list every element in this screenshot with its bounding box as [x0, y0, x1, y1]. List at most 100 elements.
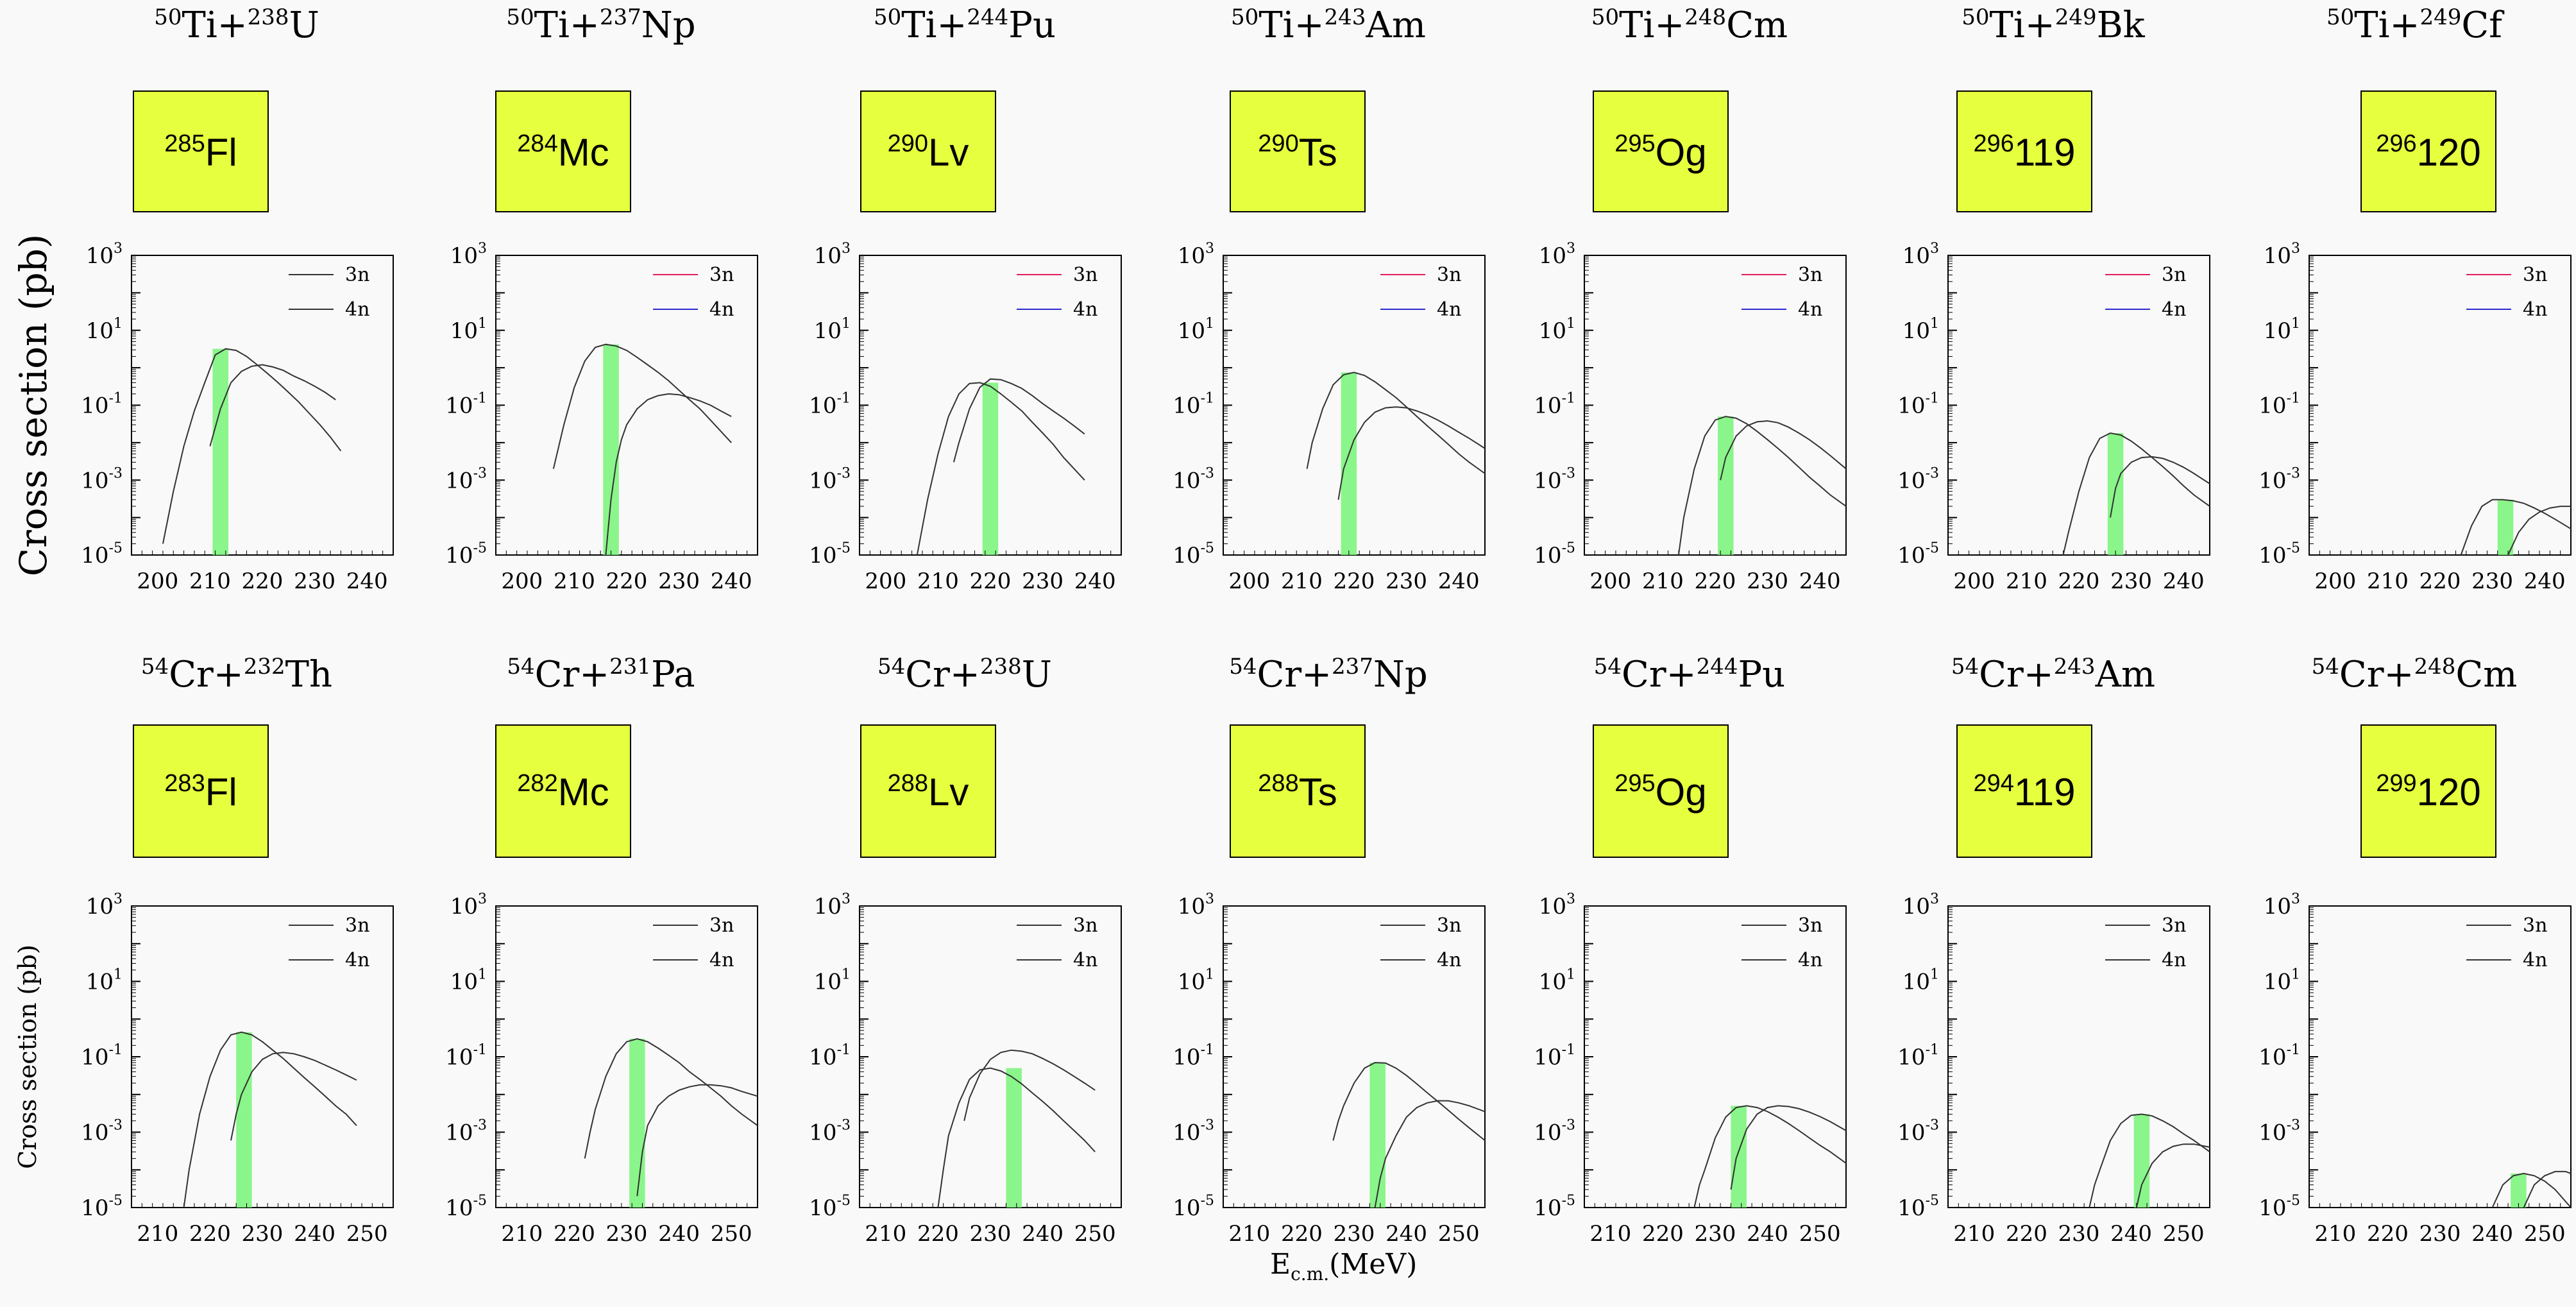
- y-tick-label: 101: [2264, 316, 2300, 344]
- y-tick-base: 10: [1897, 1120, 1925, 1146]
- product-box: [133, 724, 269, 858]
- title-text: Am: [1365, 4, 1426, 46]
- y-tick-label: 103: [2264, 241, 2300, 269]
- y-tick-exp: -1: [1201, 391, 1214, 407]
- series-line-3n: [183, 1031, 357, 1208]
- product-label: 285Fl: [164, 130, 237, 174]
- product-box: [2360, 724, 2496, 858]
- x-tick-label: 220: [2367, 1221, 2409, 1247]
- y-tick-base: 10: [1902, 243, 1930, 269]
- x-tick-label: 220: [2419, 568, 2461, 594]
- legend-label: 4n: [2162, 949, 2186, 971]
- plot-frame: [1947, 255, 2210, 556]
- legend-label: 4n: [345, 949, 369, 971]
- y-tick-label: 10-3: [1173, 465, 1214, 493]
- product-mass: 296: [1973, 130, 2013, 157]
- title-superscript: 249: [2419, 4, 2461, 30]
- title-superscript: 50: [154, 4, 182, 30]
- y-tick-label: 10-1: [445, 1042, 487, 1070]
- y-tick-exp: 1: [1930, 967, 1939, 983]
- x-tick-label: 210: [865, 1221, 906, 1247]
- series-line-4n: [1720, 420, 1847, 481]
- y-tick-label: 103: [86, 891, 123, 919]
- legend-label: 4n: [1437, 949, 1461, 971]
- title-superscript: 54: [1594, 654, 1622, 679]
- title-text: Pu: [1738, 654, 1785, 696]
- y-tick-base: 10: [1173, 543, 1200, 568]
- y-tick-label: 10-1: [1173, 1042, 1214, 1070]
- title-superscript: 231: [609, 654, 651, 679]
- y-tick-exp: -5: [1562, 1193, 1575, 1209]
- legend-label: 4n: [2523, 949, 2547, 971]
- y-tick-base: 10: [809, 393, 836, 419]
- highlight-band: [1341, 372, 1357, 555]
- y-tick-exp: -1: [837, 391, 851, 407]
- y-tick-exp: -5: [2287, 1193, 2300, 1209]
- y-tick-label: 10-5: [1897, 540, 1939, 568]
- legend-label: 4n: [1798, 949, 1822, 971]
- y-tick-base: 10: [86, 318, 114, 344]
- y-tick-exp: -3: [473, 465, 487, 481]
- title-superscript: 238: [248, 4, 289, 30]
- x-tick-label: 220: [189, 1221, 231, 1247]
- y-tick-exp: -1: [2287, 1042, 2300, 1058]
- y-tick-base: 10: [86, 243, 114, 269]
- y-tick-exp: -5: [1926, 540, 1939, 556]
- product-mass: 296: [2376, 130, 2416, 157]
- y-tick-exp: -5: [1201, 1193, 1214, 1209]
- subplot-title: 50Ti+238U: [154, 4, 319, 46]
- x-tick-label: 230: [2471, 568, 2513, 594]
- y-tick-base: 10: [81, 543, 108, 568]
- y-tick-exp: 1: [1566, 967, 1575, 983]
- y-tick-base: 10: [1178, 894, 1205, 919]
- product-mass: 285: [164, 130, 205, 157]
- x-tick-label: 220: [606, 568, 648, 594]
- product-mass: 299: [2376, 770, 2416, 797]
- highlight-band: [1731, 1106, 1747, 1208]
- title-text: Cf: [2461, 4, 2505, 46]
- y-tick-exp: 1: [842, 967, 851, 983]
- title-superscript: 244: [967, 4, 1008, 30]
- y-tick-label: 10-1: [809, 1042, 851, 1070]
- y-tick-label: 10-1: [81, 1042, 123, 1070]
- y-tick-exp: -5: [1926, 1193, 1939, 1209]
- legend-label: 3n: [345, 264, 369, 286]
- subplot-title: 54Cr+232Th: [141, 654, 332, 696]
- y-tick-base: 10: [809, 543, 836, 568]
- y-tick-exp: -5: [837, 1193, 851, 1209]
- y-tick-label: 101: [1178, 967, 1214, 995]
- y-tick-label: 10-5: [2258, 540, 2300, 568]
- product-box: [1593, 90, 1729, 212]
- x-tick-label: 240: [2163, 568, 2205, 594]
- legend-label: 4n: [2523, 298, 2547, 321]
- y-tick-label: 10-1: [2258, 1042, 2300, 1070]
- y-tick-base: 10: [2258, 393, 2286, 419]
- legend-label: 3n: [1798, 264, 1822, 286]
- y-tick-label: 101: [450, 316, 487, 344]
- product-symbol: Mc: [558, 771, 609, 814]
- y-tick-label: 101: [1178, 316, 1214, 344]
- y-tick-base: 10: [450, 970, 478, 995]
- x-tick-label: 250: [2163, 1221, 2205, 1247]
- y-tick-base: 10: [809, 468, 836, 493]
- title-text: Np: [641, 4, 696, 46]
- y-tick-label: 103: [1902, 241, 1939, 269]
- subplot-title: 50Ti+243Am: [1231, 4, 1426, 46]
- legend-label: 3n: [709, 264, 734, 286]
- x-tick-label: 220: [1642, 1221, 1684, 1247]
- x-tick-label: 230: [2058, 1221, 2100, 1247]
- y-tick-base: 10: [445, 1045, 473, 1070]
- y-tick-label: 103: [1539, 241, 1575, 269]
- series-line-3n: [1306, 372, 1486, 474]
- title-text: Pu: [1008, 4, 1056, 46]
- x-tick-label: 210: [917, 568, 959, 594]
- legend-label: 4n: [2162, 298, 2186, 321]
- series-line-4n: [636, 1084, 758, 1197]
- title-superscript: 50: [1962, 4, 1989, 30]
